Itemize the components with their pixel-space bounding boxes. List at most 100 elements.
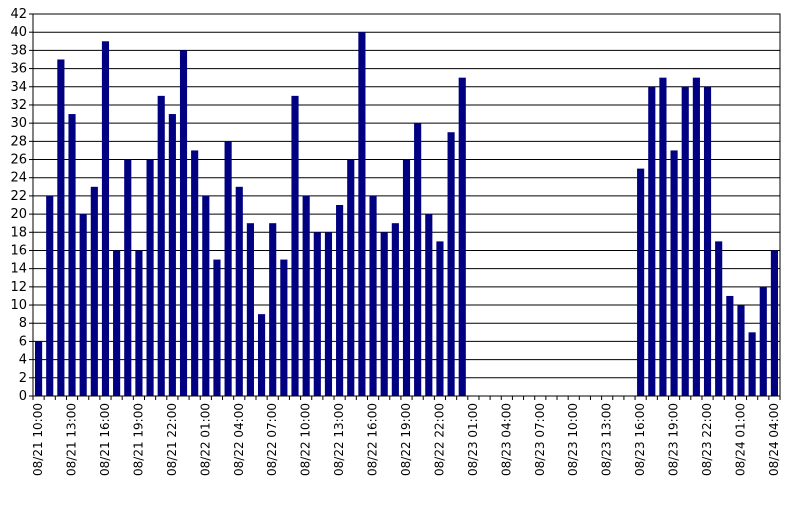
y-tick-label: 42 bbox=[10, 7, 27, 22]
x-tick-label: 08/23 13:00 bbox=[600, 403, 614, 476]
bar bbox=[202, 195, 210, 396]
bar bbox=[659, 77, 667, 397]
axes bbox=[29, 13, 781, 400]
x-tick-label: 08/23 07:00 bbox=[533, 403, 547, 476]
x-tick-label: 08/21 10:00 bbox=[31, 403, 45, 476]
bar bbox=[637, 168, 645, 396]
bar bbox=[715, 241, 723, 396]
bar bbox=[737, 305, 745, 396]
bar bbox=[670, 150, 678, 396]
bar bbox=[436, 241, 444, 396]
bar bbox=[235, 186, 243, 396]
x-tick-label: 08/22 04:00 bbox=[232, 403, 246, 476]
bar bbox=[324, 232, 333, 396]
bar bbox=[380, 232, 388, 396]
y-tick-label: 40 bbox=[10, 25, 27, 40]
plot-frame bbox=[32, 13, 781, 397]
bar bbox=[257, 314, 266, 396]
x-tick-label: 08/22 10:00 bbox=[299, 403, 313, 476]
y-tick-label: 8 bbox=[19, 316, 27, 331]
y-tick-label: 32 bbox=[10, 98, 27, 113]
bar bbox=[313, 232, 321, 396]
x-tick-label: 08/22 13:00 bbox=[332, 403, 346, 476]
x-tick-label: 08/24 04:00 bbox=[767, 403, 781, 476]
x-tick-labels: 08/21 10:00 08/21 13:00 08/21 16:00 08/21 1… bbox=[31, 403, 781, 476]
bar bbox=[402, 159, 411, 396]
bar bbox=[302, 195, 310, 396]
bar bbox=[369, 195, 377, 396]
y-tick-label: 26 bbox=[10, 153, 27, 168]
bar bbox=[168, 114, 176, 397]
x-tick-label: 08/23 01:00 bbox=[466, 403, 480, 476]
y-tick-label: 14 bbox=[10, 262, 27, 277]
bar bbox=[246, 223, 254, 396]
bar bbox=[414, 123, 422, 397]
bar bbox=[358, 32, 366, 396]
y-tick-label: 24 bbox=[10, 171, 27, 186]
bar bbox=[179, 50, 188, 396]
x-tick-label: 08/22 16:00 bbox=[366, 403, 380, 476]
bar bbox=[748, 332, 756, 396]
bar bbox=[336, 205, 344, 396]
bar bbox=[191, 150, 199, 396]
x-tick-label: 08/23 19:00 bbox=[667, 403, 681, 476]
bar bbox=[213, 259, 221, 396]
bar bbox=[79, 214, 87, 396]
x-tick-label: 08/21 16:00 bbox=[98, 403, 112, 476]
bar bbox=[347, 159, 355, 396]
y-tick-label: 2 bbox=[19, 371, 27, 386]
y-tick-label: 18 bbox=[10, 225, 27, 240]
bar bbox=[759, 286, 767, 396]
bar bbox=[770, 250, 778, 396]
bar bbox=[146, 159, 154, 396]
y-tick-label: 6 bbox=[19, 334, 27, 349]
x-tick-label: 08/21 13:00 bbox=[65, 403, 79, 476]
y-tick-label: 10 bbox=[10, 298, 27, 313]
bar bbox=[458, 77, 466, 397]
bar bbox=[291, 95, 299, 396]
bar bbox=[648, 86, 656, 396]
x-tick-label: 08/21 19:00 bbox=[131, 403, 145, 476]
y-tick-label: 4 bbox=[19, 353, 27, 368]
x-tick-label: 08/22 19:00 bbox=[399, 403, 413, 476]
y-tick-label: 22 bbox=[10, 189, 27, 204]
y-tick-label: 30 bbox=[10, 116, 27, 131]
bar bbox=[135, 250, 143, 396]
bar bbox=[90, 186, 98, 396]
bar bbox=[157, 95, 165, 396]
x-tick-label: 08/23 10:00 bbox=[566, 403, 580, 476]
y-tick-label: 36 bbox=[10, 62, 27, 77]
bars bbox=[35, 32, 778, 397]
y-tick-label: 38 bbox=[10, 43, 27, 58]
bar bbox=[726, 295, 734, 396]
bar bbox=[447, 132, 455, 396]
bar bbox=[391, 223, 399, 396]
bar bbox=[46, 195, 54, 396]
y-tick-label: 16 bbox=[10, 243, 27, 258]
x-tick-label: 08/24 01:00 bbox=[733, 403, 747, 476]
bar bbox=[425, 214, 433, 396]
bar bbox=[681, 86, 689, 396]
x-tick-label: 08/21 22:00 bbox=[165, 403, 179, 476]
bar bbox=[692, 77, 700, 397]
x-tick-label: 08/22 01:00 bbox=[198, 403, 212, 476]
x-tick-label: 08/22 07:00 bbox=[265, 403, 279, 476]
bar bbox=[68, 114, 76, 397]
y-tick-label: 0 bbox=[19, 389, 27, 404]
bar bbox=[113, 250, 121, 396]
bar bbox=[703, 86, 712, 396]
y-tick-label: 12 bbox=[10, 280, 27, 295]
bar bbox=[124, 159, 132, 396]
x-tick-label: 08/23 22:00 bbox=[700, 403, 714, 476]
bar bbox=[57, 59, 65, 396]
y-tick-label: 20 bbox=[10, 207, 27, 222]
y-tick-label: 34 bbox=[10, 80, 27, 95]
x-tick-label: 08/23 04:00 bbox=[499, 403, 513, 476]
x-tick-label: 08/23 16:00 bbox=[633, 403, 647, 476]
x-tick-label: 08/22 22:00 bbox=[432, 403, 446, 476]
bar bbox=[280, 259, 288, 396]
bar bbox=[35, 341, 43, 396]
bar bbox=[101, 41, 110, 397]
